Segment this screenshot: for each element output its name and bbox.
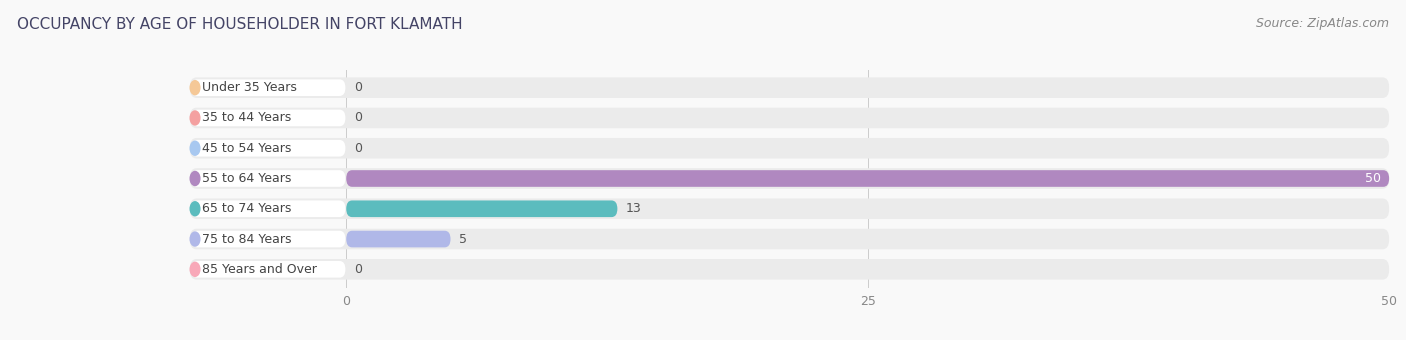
Text: 0: 0 xyxy=(354,142,363,155)
Text: 45 to 54 Years: 45 to 54 Years xyxy=(202,142,291,155)
Text: 35 to 44 Years: 35 to 44 Years xyxy=(202,112,291,124)
FancyBboxPatch shape xyxy=(190,229,1389,249)
Circle shape xyxy=(190,111,200,125)
Text: 13: 13 xyxy=(626,202,641,215)
Text: 5: 5 xyxy=(458,233,467,245)
FancyBboxPatch shape xyxy=(346,170,1389,187)
Text: Under 35 Years: Under 35 Years xyxy=(202,81,297,94)
FancyBboxPatch shape xyxy=(346,231,450,248)
Circle shape xyxy=(190,171,200,186)
FancyBboxPatch shape xyxy=(191,79,346,96)
FancyBboxPatch shape xyxy=(190,199,1389,219)
FancyBboxPatch shape xyxy=(190,168,1389,189)
Text: 85 Years and Over: 85 Years and Over xyxy=(202,263,318,276)
FancyBboxPatch shape xyxy=(190,259,1389,279)
Text: 0: 0 xyxy=(354,112,363,124)
Text: 75 to 84 Years: 75 to 84 Years xyxy=(202,233,292,245)
Circle shape xyxy=(190,202,200,216)
FancyBboxPatch shape xyxy=(190,78,1389,98)
FancyBboxPatch shape xyxy=(191,140,346,156)
Text: Source: ZipAtlas.com: Source: ZipAtlas.com xyxy=(1256,17,1389,30)
FancyBboxPatch shape xyxy=(191,170,346,187)
Text: 0: 0 xyxy=(354,263,363,276)
Text: 50: 50 xyxy=(1365,172,1381,185)
FancyBboxPatch shape xyxy=(191,201,346,217)
Circle shape xyxy=(190,232,200,246)
FancyBboxPatch shape xyxy=(191,261,346,278)
Text: 65 to 74 Years: 65 to 74 Years xyxy=(202,202,291,215)
Text: OCCUPANCY BY AGE OF HOUSEHOLDER IN FORT KLAMATH: OCCUPANCY BY AGE OF HOUSEHOLDER IN FORT … xyxy=(17,17,463,32)
Circle shape xyxy=(190,262,200,276)
FancyBboxPatch shape xyxy=(346,201,617,217)
Circle shape xyxy=(190,141,200,155)
FancyBboxPatch shape xyxy=(191,109,346,126)
FancyBboxPatch shape xyxy=(191,231,346,248)
FancyBboxPatch shape xyxy=(190,138,1389,158)
Text: 55 to 64 Years: 55 to 64 Years xyxy=(202,172,291,185)
FancyBboxPatch shape xyxy=(190,108,1389,128)
Text: 0: 0 xyxy=(354,81,363,94)
Circle shape xyxy=(190,81,200,95)
